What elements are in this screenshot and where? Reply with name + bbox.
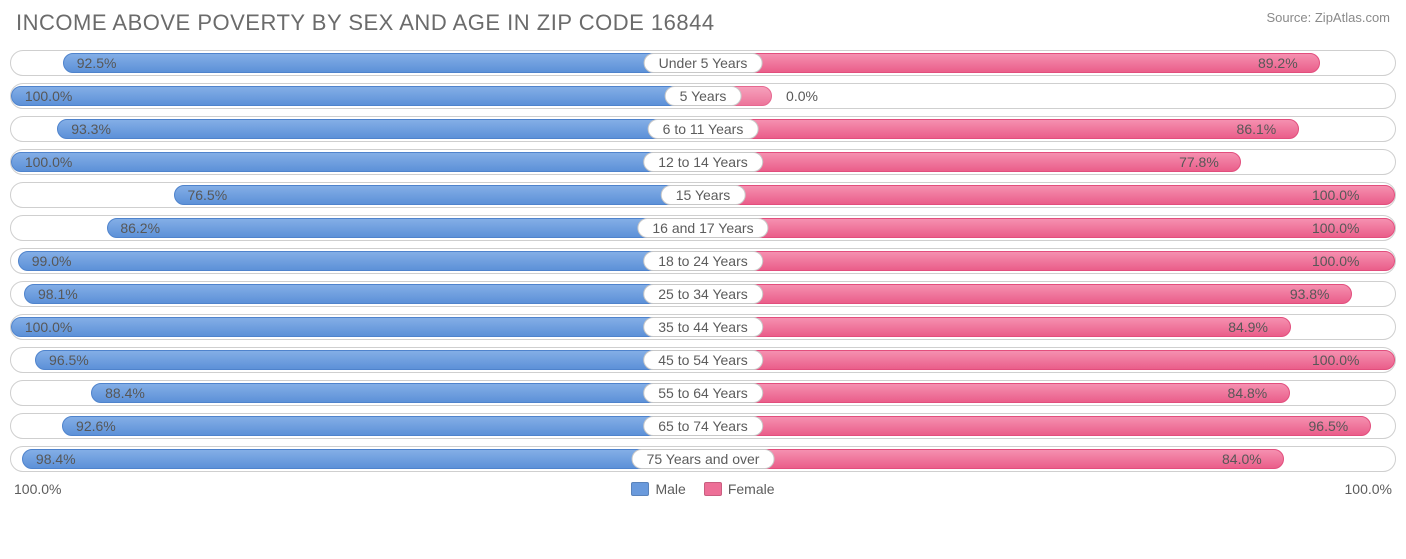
female-bar — [703, 449, 1284, 469]
female-bar — [703, 152, 1241, 172]
female-value: 100.0% — [1312, 249, 1359, 273]
category-label: 25 to 34 Years — [643, 284, 763, 304]
legend-male-label: Male — [655, 481, 685, 497]
male-value: 96.5% — [49, 348, 89, 372]
legend-female: Female — [704, 481, 775, 497]
male-value: 88.4% — [105, 381, 145, 405]
chart-row: 92.5% 89.2% Under 5 Years — [10, 50, 1396, 76]
female-value: 84.0% — [1222, 447, 1262, 471]
male-value: 86.2% — [120, 216, 160, 240]
female-bar — [703, 119, 1299, 139]
category-label: 45 to 54 Years — [643, 350, 763, 370]
chart-row: 93.3% 86.1% 6 to 11 Years — [10, 116, 1396, 142]
axis-left-label: 100.0% — [14, 481, 61, 497]
female-bar — [703, 317, 1291, 337]
category-label: 12 to 14 Years — [643, 152, 763, 172]
male-bar — [22, 449, 703, 469]
female-value: 100.0% — [1312, 348, 1359, 372]
female-value: 84.9% — [1228, 315, 1268, 339]
legend-male-swatch — [631, 482, 649, 496]
male-bar — [62, 416, 703, 436]
male-bar — [35, 350, 703, 370]
diverging-bar-chart: 92.5% 89.2% Under 5 Years 100.0% 0.0% 5 Years… — [10, 50, 1396, 472]
female-value: 100.0% — [1312, 216, 1359, 240]
chart-row: 100.0% 84.9% 35 to 44 Years — [10, 314, 1396, 340]
male-value: 99.0% — [32, 249, 72, 273]
male-bar — [18, 251, 703, 271]
female-bar — [703, 350, 1395, 370]
male-bar — [11, 317, 703, 337]
legend-female-label: Female — [728, 481, 775, 497]
female-bar — [703, 251, 1395, 271]
male-bar — [11, 152, 703, 172]
chart-row: 100.0% 77.8% 12 to 14 Years — [10, 149, 1396, 175]
male-bar — [11, 86, 703, 106]
female-value: 0.0% — [786, 84, 818, 108]
chart-row: 86.2% 100.0% 16 and 17 Years — [10, 215, 1396, 241]
chart-row: 99.0% 100.0% 18 to 24 Years — [10, 248, 1396, 274]
female-value: 84.8% — [1228, 381, 1268, 405]
female-bar — [703, 416, 1371, 436]
male-value: 100.0% — [25, 315, 72, 339]
chart-source: Source: ZipAtlas.com — [1266, 10, 1390, 25]
category-label: 15 Years — [661, 185, 746, 205]
female-bar — [703, 383, 1290, 403]
chart-row: 98.4% 84.0% 75 Years and over — [10, 446, 1396, 472]
male-bar — [57, 119, 703, 139]
axis-right-label: 100.0% — [1345, 481, 1392, 497]
female-bar — [703, 185, 1395, 205]
female-bar — [703, 53, 1320, 73]
category-label: Under 5 Years — [644, 53, 763, 73]
category-label: 5 Years — [665, 86, 742, 106]
female-value: 93.8% — [1290, 282, 1330, 306]
category-label: 6 to 11 Years — [648, 119, 759, 139]
category-label: 35 to 44 Years — [643, 317, 763, 337]
male-value: 100.0% — [25, 84, 72, 108]
chart-footer: 100.0% Male Female 100.0% — [10, 479, 1396, 497]
female-bar — [703, 218, 1395, 238]
chart-row: 100.0% 0.0% 5 Years — [10, 83, 1396, 109]
chart-row: 92.6% 96.5% 65 to 74 Years — [10, 413, 1396, 439]
chart-row: 76.5% 100.0% 15 Years — [10, 182, 1396, 208]
female-value: 86.1% — [1237, 117, 1277, 141]
legend: Male Female — [61, 481, 1344, 497]
category-label: 55 to 64 Years — [643, 383, 763, 403]
male-value: 100.0% — [25, 150, 72, 174]
female-bar — [703, 284, 1352, 304]
category-label: 18 to 24 Years — [643, 251, 763, 271]
category-label: 65 to 74 Years — [643, 416, 763, 436]
female-value: 89.2% — [1258, 51, 1298, 75]
chart-row: 96.5% 100.0% 45 to 54 Years — [10, 347, 1396, 373]
male-bar — [91, 383, 703, 403]
chart-header: INCOME ABOVE POVERTY BY SEX AND AGE IN Z… — [10, 8, 1396, 46]
male-value: 92.6% — [76, 414, 116, 438]
male-value: 93.3% — [71, 117, 111, 141]
legend-female-swatch — [704, 482, 722, 496]
female-value: 77.8% — [1179, 150, 1219, 174]
male-bar — [107, 218, 704, 238]
female-value: 96.5% — [1309, 414, 1349, 438]
male-bar — [174, 185, 703, 205]
male-value: 98.1% — [38, 282, 78, 306]
category-label: 75 Years and over — [632, 449, 775, 469]
chart-row: 98.1% 93.8% 25 to 34 Years — [10, 281, 1396, 307]
male-value: 76.5% — [187, 183, 227, 207]
male-bar — [63, 53, 703, 73]
chart-title: INCOME ABOVE POVERTY BY SEX AND AGE IN Z… — [16, 10, 715, 36]
female-value: 100.0% — [1312, 183, 1359, 207]
chart-row: 88.4% 84.8% 55 to 64 Years — [10, 380, 1396, 406]
category-label: 16 and 17 Years — [637, 218, 768, 238]
legend-male: Male — [631, 481, 685, 497]
male-value: 98.4% — [36, 447, 76, 471]
male-bar — [24, 284, 703, 304]
male-value: 92.5% — [77, 51, 117, 75]
